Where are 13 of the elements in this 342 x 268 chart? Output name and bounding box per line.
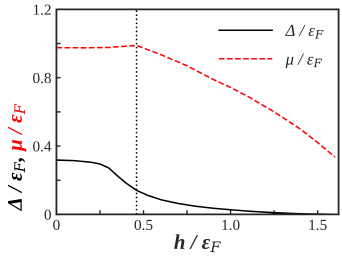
- legend-label: μ / ε$_{F}$: [286, 54, 322, 68]
- x-tick-label: 1.5: [309, 220, 327, 230]
- x-tick-label: 0.5: [134, 220, 152, 230]
- line-series: [56, 44, 336, 158]
- y-tick-label: 0.8: [33, 72, 51, 84]
- x-axis-title: h / ε$_{F}$: [174, 234, 221, 252]
- y-axis-title: Δ / ε$_{F}$, μ / ε$_{F}$: [8, 104, 26, 211]
- y-tick-label: 0: [44, 210, 51, 220]
- x-tick-label: 0: [53, 220, 60, 230]
- y-tick-label: 1.2: [34, 4, 51, 15]
- legend-label: Δ / ε$_{F}$: [285, 24, 324, 38]
- x-tick-label: 1.0: [222, 220, 240, 230]
- y-tick-label: 0.4: [33, 141, 52, 152]
